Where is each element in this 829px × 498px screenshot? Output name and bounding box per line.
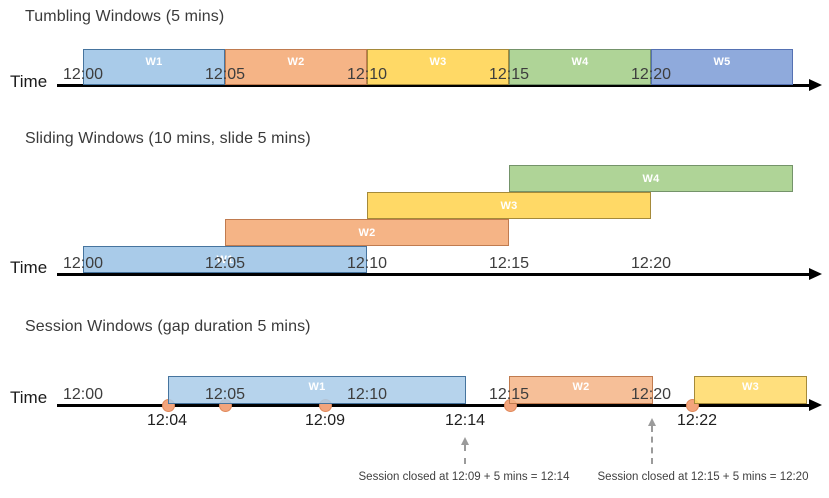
window-label-w1: W1 <box>308 381 326 393</box>
timeline <box>57 273 810 276</box>
sliding-windows-title: Sliding Windows (10 mins, slide 5 mins) <box>25 130 311 147</box>
tick-label-12-20: 12:20 <box>630 66 672 83</box>
window-label-w1: W1 <box>216 254 234 266</box>
timeline-arrowhead-icon <box>809 78 822 91</box>
tick-label-12-10: 12:10 <box>346 255 388 272</box>
time-axis-label: Time <box>10 72 48 91</box>
tick-label-12-05: 12:05 <box>204 255 246 272</box>
tick-label-12-05: 12:05 <box>204 66 246 83</box>
session-annotation: Session closed at 12:15 + 5 mins = 12:20 <box>597 471 809 483</box>
tick-label-12-00: 12:00 <box>62 386 104 403</box>
window-box-w2: W2 <box>225 49 367 85</box>
session-windows-title: Session Windows (gap duration 5 mins) <box>25 318 311 335</box>
callout-arrow-icon <box>647 418 656 464</box>
window-label-w2: W2 <box>358 227 376 239</box>
event-time-label: 12:14 <box>444 412 486 429</box>
window-label-w4: W4 <box>642 173 660 185</box>
callout-arrow-shaft <box>651 426 653 464</box>
callout-arrowhead-icon <box>460 437 469 445</box>
event-time-label: 12:22 <box>676 412 718 429</box>
tick-label-12-10: 12:10 <box>346 386 388 403</box>
window-label-w2: W2 <box>287 56 305 68</box>
window-label-w3: W3 <box>742 381 759 393</box>
window-label-w2: W2 <box>572 381 590 393</box>
timeline-arrowhead-icon <box>809 267 822 280</box>
tumbling-windows-title: Tumbling Windows (5 mins) <box>25 8 225 25</box>
time-axis-label: Time <box>10 258 48 277</box>
session-annotation: Session closed at 12:09 + 5 mins = 12:14 <box>358 471 570 483</box>
window-box-w4: W4 <box>509 49 651 85</box>
window-box-w2: W2 <box>225 219 509 246</box>
tick-label-12-00: 12:00 <box>62 66 104 83</box>
window-label-w4: W4 <box>571 56 589 68</box>
window-label-w1: W1 <box>145 56 163 68</box>
event-time-label: 12:09 <box>304 412 346 429</box>
window-box-w3: W3 <box>694 376 807 404</box>
tick-label-12-10: 12:10 <box>346 66 388 83</box>
event-time-label: 12:04 <box>146 412 188 429</box>
window-box-w1: W1 <box>168 376 466 404</box>
tick-label-12-15: 12:15 <box>488 386 530 403</box>
callout-arrowhead-icon <box>647 418 656 426</box>
tick-label-12-20: 12:20 <box>630 255 672 272</box>
window-box-w3: W3 <box>367 192 651 219</box>
window-box-w3: W3 <box>367 49 509 85</box>
timeline <box>57 84 810 87</box>
tick-label-12-15: 12:15 <box>488 66 530 83</box>
timeline <box>57 404 810 407</box>
callout-arrow-icon <box>460 437 469 464</box>
window-box-w4: W4 <box>509 165 793 192</box>
time-axis-label: Time <box>10 388 48 407</box>
timeline-arrowhead-icon <box>809 398 822 411</box>
tick-label-12-00: 12:00 <box>62 255 104 272</box>
window-box-w5: W5 <box>651 49 793 85</box>
window-box-w1: W1 <box>83 49 225 85</box>
window-label-w3: W3 <box>500 200 518 212</box>
window-label-w5: W5 <box>713 56 731 68</box>
window-label-w3: W3 <box>429 56 447 68</box>
window-box-w2: W2 <box>509 376 653 404</box>
tick-label-12-15: 12:15 <box>488 255 530 272</box>
tick-label-12-05: 12:05 <box>204 386 246 403</box>
callout-arrow-shaft <box>464 445 466 464</box>
tick-label-12-20: 12:20 <box>630 386 672 403</box>
window-box-w1: W1 <box>83 246 367 273</box>
